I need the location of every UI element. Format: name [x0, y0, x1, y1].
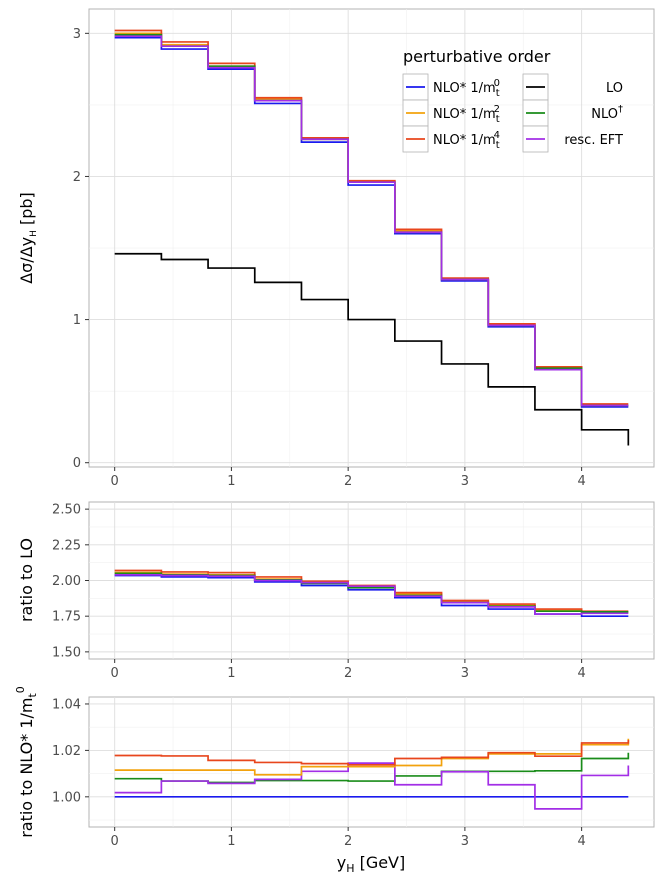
ratio-lo-ytick-label: 2.25	[52, 538, 81, 553]
legend-label: LO	[606, 81, 623, 96]
main-ylabel: Δσ/ΔyH [pb]	[17, 192, 39, 284]
main-ytick-label: 3	[73, 27, 81, 42]
tick-layer: 0 1 2 3 4 0 1 2 3 0 1 2 3 4 1.50 1.75 2.00 2.25 2.50 0 1 2 3 4 1…	[52, 27, 586, 849]
legend-title: perturbative order	[403, 47, 551, 66]
ratio-lo-xtick-label: 0	[111, 666, 119, 681]
ratio-nlo-xtick-label: 2	[344, 834, 352, 849]
legend-label: NLO†	[591, 104, 623, 122]
ratio-nlo-xtick-label: 3	[461, 834, 469, 849]
ratio-nlo-xtick-label: 0	[111, 834, 119, 849]
ratio-lo-xtick-label: 3	[461, 666, 469, 681]
main-series-5	[114, 35, 629, 407]
ratio-lo-ytick-label: 1.50	[52, 645, 81, 660]
ratio-lo-xtick-label: 2	[344, 666, 352, 681]
ratio-nlo-panel	[88, 696, 655, 828]
ratio-lo-series-4	[114, 573, 629, 615]
ratio-lo-ylabel: ratio to LO	[17, 538, 36, 622]
ratio-nlo-xtick-label: 4	[577, 834, 585, 849]
legend-label: NLO* 1/mt0	[433, 78, 500, 99]
ratio-lo-ytick-label: 1.75	[52, 610, 81, 625]
ratio-nlo-series-4	[114, 739, 630, 766]
main-xtick-label: 1	[227, 474, 235, 489]
main-xtick-label: 0	[111, 474, 119, 489]
ratio-nlo-ytick-label: 1.04	[52, 697, 81, 712]
series-layer	[114, 29, 630, 810]
ratio-nlo-ytick-label: 1.00	[52, 790, 81, 805]
main-xtick-label: 4	[577, 474, 585, 489]
ratio-nlo-xtick-label: 1	[227, 834, 235, 849]
main-series-3	[114, 252, 630, 446]
main-ytick-label: 2	[73, 170, 81, 185]
legend-entries: NLO* 1/mt0 NLO* 1/mt2 NLO* 1/mt4 LO NLO† resc…	[402, 73, 623, 153]
legend-label: resc. EFT	[564, 133, 623, 148]
main-xtick-label: 3	[461, 474, 469, 489]
ratio-lo-xtick-label: 4	[577, 666, 585, 681]
main-ytick-label: 0	[73, 456, 81, 471]
main-panel	[88, 8, 655, 468]
ratio-lo-xtick-label: 1	[227, 666, 235, 681]
legend-label: NLO* 1/mt4	[433, 130, 500, 151]
legend-label: NLO* 1/mt2	[433, 104, 500, 125]
main-xtick-label: 2	[344, 474, 352, 489]
ratio-lo-ytick-label: 2.50	[52, 503, 81, 518]
x-axis-label: yH [GeV]	[337, 853, 406, 875]
ratio-nlo-ylabel: ratio to NLO* 1/mt0	[14, 686, 39, 838]
ratio-lo-ytick-label: 2.00	[52, 574, 81, 589]
main-ytick-label: 1	[73, 313, 81, 328]
ratio-nlo-ytick-label: 1.02	[52, 744, 81, 759]
